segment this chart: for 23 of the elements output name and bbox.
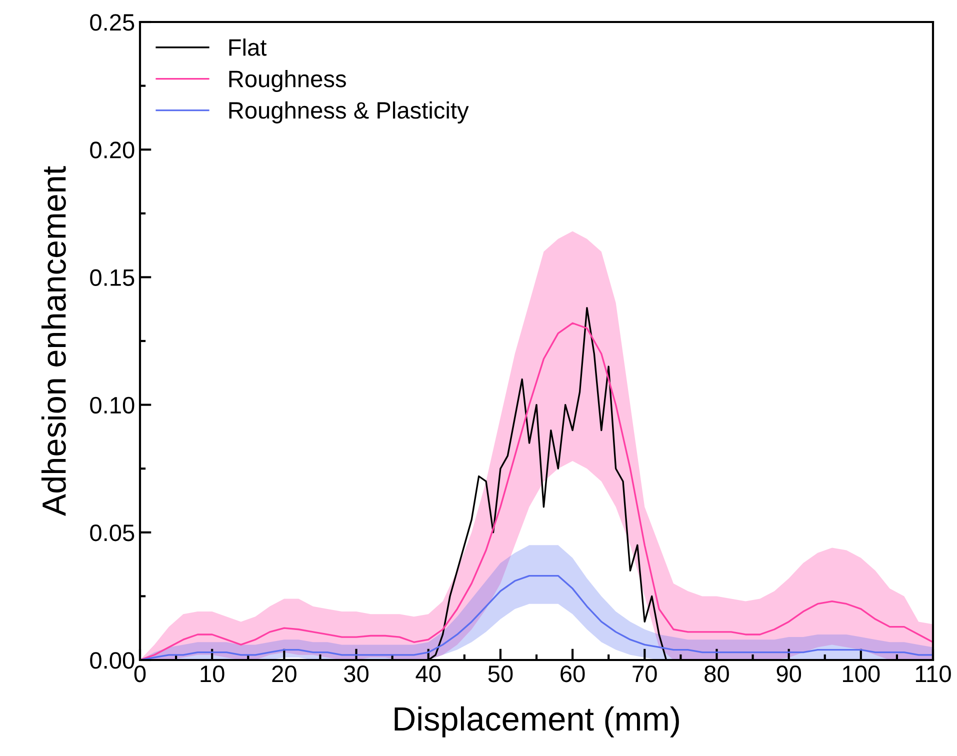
y-axis-title: Adhesion enhancement bbox=[41, 166, 66, 516]
x-tick-label: 40 bbox=[416, 665, 441, 682]
legend-label: Flat bbox=[229, 38, 267, 56]
x-tick-label: 110 bbox=[916, 665, 951, 682]
x-tick-label: 90 bbox=[776, 665, 802, 682]
x-axis-title: Displacement (mm) bbox=[394, 706, 679, 738]
x-tick-label: 20 bbox=[272, 665, 296, 682]
x-tick-label: 10 bbox=[200, 665, 224, 682]
x-tick-label: 100 bbox=[843, 665, 880, 682]
legend-label: Roughness bbox=[229, 70, 346, 92]
x-tick-label: 70 bbox=[632, 665, 657, 682]
y-tick-label: 0.05 bbox=[90, 524, 134, 542]
y-tick-label: 0.00 bbox=[90, 652, 134, 669]
x-tick-label: 0 bbox=[134, 665, 146, 682]
y-tick-label: 0.10 bbox=[90, 396, 134, 414]
x-tick-label: 50 bbox=[488, 665, 513, 682]
x-tick-label: 60 bbox=[560, 665, 585, 682]
y-tick-label: 0.20 bbox=[90, 142, 134, 158]
legend-label: Roughness & Plasticity bbox=[229, 101, 469, 124]
x-tick-label: 30 bbox=[344, 665, 368, 682]
y-tick-label: 0.25 bbox=[90, 14, 134, 31]
x-tick-label: 80 bbox=[704, 665, 729, 682]
y-tick-label: 0.15 bbox=[90, 269, 134, 286]
